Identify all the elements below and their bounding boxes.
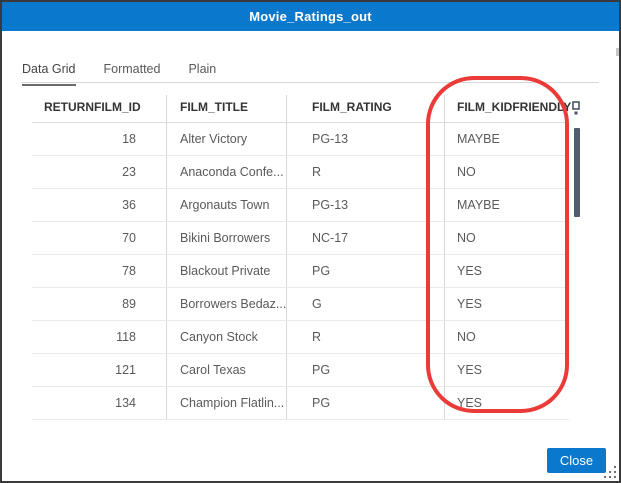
table-header-row: RETURNFILM_ID FILM_TITLE FILM_RATING FIL… xyxy=(32,95,572,123)
table-cell: Champion Flatlin... xyxy=(167,387,287,419)
table-cell: 70 xyxy=(32,222,167,254)
tab-formatted[interactable]: Formatted xyxy=(103,62,161,76)
column-header-film-rating[interactable]: FILM_RATING xyxy=(287,95,445,122)
table-cell: G xyxy=(287,288,445,320)
table-cell: 18 xyxy=(32,123,167,155)
resize-grip-icon[interactable] xyxy=(614,466,616,468)
table-cell: PG xyxy=(287,354,445,386)
table-cell: YES xyxy=(457,297,483,311)
table-row[interactable]: 36 Argonauts Town PG-13 MAYBE xyxy=(32,189,569,222)
grid-column-menu-icon[interactable] xyxy=(571,101,581,115)
table-row[interactable]: 23 Anaconda Confe... R NO xyxy=(32,156,569,189)
table-body: 18 Alter Victory PG-13 MAYBE 23 Anaconda Conf… xyxy=(32,123,569,420)
table-row[interactable]: 89 Borrowers Bedaz... G YES xyxy=(32,288,569,321)
table-cell: YES xyxy=(457,363,483,377)
table-cell: Anaconda Confe... xyxy=(167,156,287,188)
column-header-returnfilm-id[interactable]: RETURNFILM_ID xyxy=(32,95,167,122)
column-header-film-title[interactable]: FILM_TITLE xyxy=(167,95,287,122)
tab-divider xyxy=(22,82,599,83)
table-cell: PG-13 xyxy=(287,189,445,221)
table-cell: Argonauts Town xyxy=(167,189,287,221)
table-cell: 23 xyxy=(32,156,167,188)
table-cell: 121 xyxy=(32,354,167,386)
table-cell: 89 xyxy=(32,288,167,320)
table-cell: YES xyxy=(457,264,483,278)
table-cell: NO xyxy=(457,165,476,179)
table-cell: R xyxy=(287,156,445,188)
table-cell: Canyon Stock xyxy=(167,321,287,353)
table-cell: MAYBE xyxy=(457,132,500,146)
dialog-titlebar[interactable]: Movie_Ratings_out xyxy=(2,2,619,31)
tab-bar: Data Grid Formatted Plain xyxy=(22,62,216,86)
table-cell: MAYBE xyxy=(457,198,500,212)
table-cell: 118 xyxy=(32,321,167,353)
table-cell: NO xyxy=(457,231,476,245)
table-cell: Blackout Private xyxy=(167,255,287,287)
tab-plain[interactable]: Plain xyxy=(188,62,217,76)
table-cell: Carol Texas xyxy=(167,354,287,386)
table-cell: 36 xyxy=(32,189,167,221)
table-cell: Alter Victory xyxy=(167,123,287,155)
table-cell: YES xyxy=(457,396,483,410)
table-row[interactable]: 78 Blackout Private PG YES xyxy=(32,255,569,288)
table-cell: Bikini Borrowers xyxy=(167,222,287,254)
window-edge-tick xyxy=(616,48,619,56)
table-cell: NO xyxy=(457,330,476,344)
table-row[interactable]: 70 Bikini Borrowers NC-17 NO xyxy=(32,222,569,255)
table-cell: PG-13 xyxy=(287,123,445,155)
data-grid: RETURNFILM_ID FILM_TITLE FILM_RATING FIL… xyxy=(32,95,572,420)
table-row[interactable]: 121 Carol Texas PG YES xyxy=(32,354,569,387)
table-row[interactable]: 118 Canyon Stock R NO xyxy=(32,321,569,354)
table-cell: PG xyxy=(287,255,445,287)
vertical-scrollbar-thumb[interactable] xyxy=(574,128,580,217)
column-header-film-kidfriendly[interactable]: FILM_KIDFRIENDLY xyxy=(457,100,572,114)
table-row[interactable]: 18 Alter Victory PG-13 MAYBE xyxy=(32,123,569,156)
table-cell: 78 xyxy=(32,255,167,287)
table-cell: NC-17 xyxy=(287,222,445,254)
table-cell: 134 xyxy=(32,387,167,419)
table-cell: Borrowers Bedaz... xyxy=(167,288,287,320)
close-button[interactable]: Close xyxy=(547,448,606,473)
table-row[interactable]: 134 Champion Flatlin... PG YES xyxy=(32,387,569,420)
tab-data-grid[interactable]: Data Grid xyxy=(22,62,76,86)
dialog-title: Movie_Ratings_out xyxy=(249,9,372,24)
table-cell: PG xyxy=(287,387,445,419)
table-cell: R xyxy=(287,321,445,353)
